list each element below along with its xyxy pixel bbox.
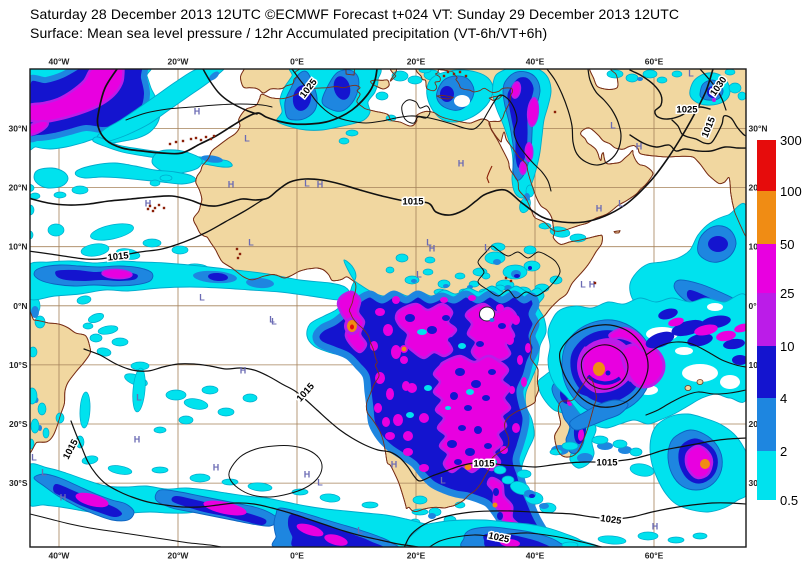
svg-text:H: H <box>589 280 596 290</box>
svg-text:30°S: 30°S <box>9 478 28 488</box>
svg-text:40°E: 40°E <box>526 57 545 67</box>
svg-text:H: H <box>213 463 220 473</box>
svg-text:H: H <box>429 244 436 254</box>
svg-text:20°W: 20°W <box>168 551 190 561</box>
svg-text:30°N: 30°N <box>749 124 768 134</box>
svg-text:0°N: 0°N <box>749 301 763 311</box>
svg-text:1015: 1015 <box>596 458 618 469</box>
svg-text:H: H <box>636 142 643 152</box>
svg-text:H: H <box>134 435 141 445</box>
svg-text:20°W: 20°W <box>168 57 190 67</box>
svg-text:0°E: 0°E <box>290 551 304 561</box>
svg-text:100: 100 <box>780 184 802 199</box>
svg-text:L: L <box>199 293 205 303</box>
svg-text:L: L <box>269 315 275 325</box>
svg-text:Saturday 28 December 2013 12UT: Saturday 28 December 2013 12UTC ©ECMWF F… <box>30 6 679 22</box>
svg-text:0°E: 0°E <box>290 57 304 67</box>
svg-text:1015: 1015 <box>402 197 424 208</box>
svg-text:H: H <box>240 366 247 376</box>
svg-text:L: L <box>618 199 624 209</box>
svg-text:L: L <box>357 526 363 536</box>
svg-text:H: H <box>317 180 324 190</box>
svg-text:H: H <box>652 522 659 532</box>
svg-text:10°S: 10°S <box>9 360 28 370</box>
svg-text:H: H <box>596 204 603 214</box>
svg-text:20°S: 20°S <box>9 419 28 429</box>
svg-text:H: H <box>391 460 398 470</box>
svg-text:H: H <box>194 107 201 117</box>
svg-text:4: 4 <box>780 391 787 406</box>
svg-text:10°N: 10°N <box>9 242 28 252</box>
svg-text:30°N: 30°N <box>9 124 28 134</box>
svg-text:L: L <box>426 238 432 248</box>
svg-text:60°E: 60°E <box>645 57 664 67</box>
svg-text:L: L <box>688 69 694 79</box>
svg-text:50: 50 <box>780 237 794 252</box>
svg-text:1015: 1015 <box>107 250 130 263</box>
svg-text:L: L <box>304 179 310 189</box>
svg-text:10: 10 <box>780 339 794 354</box>
svg-text:L: L <box>317 478 323 488</box>
svg-text:L: L <box>248 238 254 248</box>
svg-text:H: H <box>145 199 152 209</box>
svg-text:L: L <box>31 453 37 463</box>
svg-text:H: H <box>458 159 465 169</box>
svg-text:L: L <box>41 468 47 478</box>
svg-text:L: L <box>271 317 277 327</box>
svg-text:20°E: 20°E <box>407 57 426 67</box>
svg-text:L: L <box>416 270 422 280</box>
svg-text:60°E: 60°E <box>645 551 664 561</box>
svg-text:300: 300 <box>780 133 802 148</box>
svg-text:2: 2 <box>780 444 787 459</box>
svg-text:20°E: 20°E <box>407 551 426 561</box>
svg-text:40°W: 40°W <box>49 551 71 561</box>
svg-text:H: H <box>60 493 67 503</box>
svg-text:1015: 1015 <box>473 459 495 470</box>
svg-text:H: H <box>228 180 235 190</box>
svg-text:1025: 1025 <box>487 530 511 545</box>
svg-text:20°N: 20°N <box>9 183 28 193</box>
svg-text:40°W: 40°W <box>49 57 71 67</box>
svg-text:1025: 1025 <box>600 513 623 527</box>
svg-text:0°N: 0°N <box>13 301 27 311</box>
svg-text:40°E: 40°E <box>526 551 545 561</box>
svg-text:L: L <box>484 243 490 253</box>
svg-text:1025: 1025 <box>676 105 698 116</box>
svg-text:L: L <box>610 121 616 131</box>
svg-text:0.5: 0.5 <box>780 493 798 508</box>
svg-text:L: L <box>244 134 250 144</box>
svg-text:Surface: Mean sea level pressu: Surface: Mean sea level pressure / 12hr … <box>30 25 547 41</box>
svg-text:L: L <box>580 280 586 290</box>
svg-text:25: 25 <box>780 286 794 301</box>
svg-text:L: L <box>136 393 142 403</box>
svg-text:H: H <box>304 470 311 480</box>
svg-text:L: L <box>440 476 446 486</box>
